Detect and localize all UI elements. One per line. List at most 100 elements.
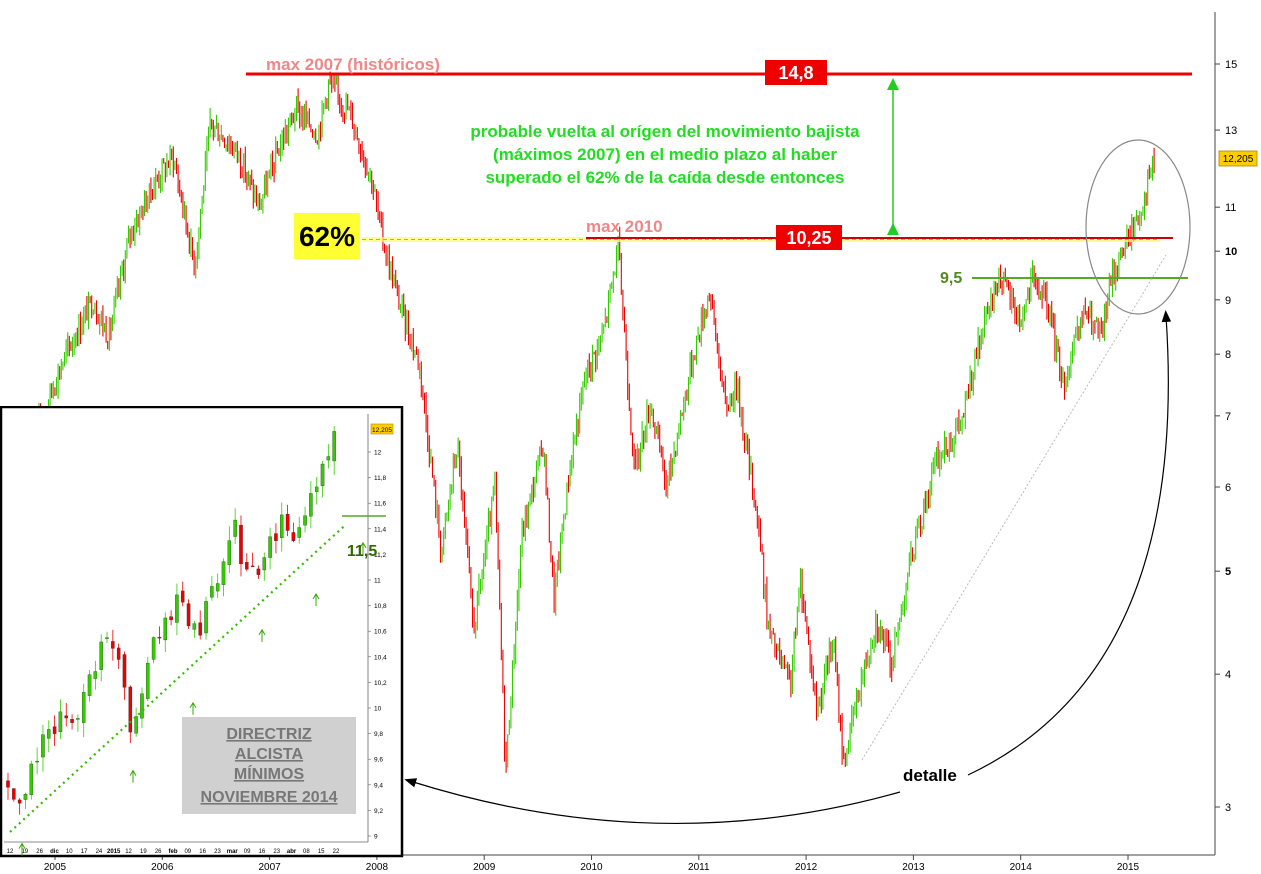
inset-y-label: 10,8: [374, 603, 387, 610]
detail-arrow-left: [404, 778, 901, 825]
max2007-value: 14,8: [778, 63, 813, 83]
inset-candle-body: [151, 637, 156, 660]
breakout-ellipse: [1085, 139, 1191, 315]
x-tick-label: 2006: [151, 862, 174, 873]
inset-y-label: 10,4: [374, 654, 387, 661]
inset-candle-body: [250, 565, 255, 568]
max2010-value: 10,25: [786, 228, 831, 248]
inset-candle-body: [268, 536, 272, 558]
inset-x-label: 15: [318, 849, 325, 855]
inset-x-label: 23: [214, 849, 221, 855]
inset-candle-body: [35, 760, 39, 763]
inset-candle-body: [186, 603, 191, 627]
x-tick-label: 2009: [473, 862, 496, 873]
inset-candle-body: [309, 493, 313, 517]
inset-x-label: 26: [155, 849, 162, 855]
inset-y-label: 9,2: [374, 808, 383, 815]
detail-arrow-right: [967, 310, 1172, 776]
inset-x-label: 12: [125, 849, 132, 855]
inset-up-arrowhead: [129, 769, 137, 776]
inset-candle-body: [23, 793, 28, 800]
max2007-label: max 2007 (históricos): [266, 55, 440, 74]
inset-candle-body: [146, 662, 150, 699]
inset-candle-body: [221, 561, 226, 585]
inset-x-label: feb: [169, 849, 178, 855]
inset-candle-body: [157, 636, 162, 639]
inset-y-label: 11: [374, 578, 381, 585]
inset-candle-body: [111, 641, 115, 649]
inset-candle-body: [163, 617, 168, 641]
x-tick-label: 2008: [366, 862, 389, 873]
inset-x-label: 08: [303, 849, 310, 855]
inset-y-label: 10,6: [374, 629, 387, 636]
max2010-label: max 2010: [586, 217, 663, 236]
inset-x-label: mar: [227, 849, 239, 855]
inset-up-arrowhead: [359, 541, 367, 549]
inset-candle-body: [87, 674, 92, 696]
inset-candle-body: [122, 654, 127, 688]
inset-up-arrowhead: [312, 593, 320, 600]
inset-x-label: 22: [333, 849, 340, 855]
inset-candle-body: [128, 686, 133, 733]
y-tick-label: 4: [1225, 669, 1231, 681]
inset-y-label: 11,4: [374, 526, 387, 533]
y-tick-label: 5: [1225, 566, 1231, 578]
x-tick-label: 2007: [258, 862, 281, 873]
x-tick-label: 2012: [795, 862, 818, 873]
note-line-2: (máximos 2007) en el medio plazo al habe…: [493, 145, 837, 164]
inset-up-arrowhead: [258, 628, 266, 636]
inset-candle-body: [297, 527, 301, 538]
inset-x-label: 16: [259, 849, 266, 855]
inset-candle-body: [262, 557, 267, 571]
inset-y-label: 10,2: [374, 680, 387, 687]
inset-candle-body: [64, 715, 68, 719]
inset-candle-body: [76, 718, 80, 720]
inset-candle-body: [81, 692, 86, 723]
x-tick-label: 2015: [1117, 862, 1140, 873]
inset-title-line-3: MÍNIMOS: [234, 764, 305, 783]
main-trendline: [861, 254, 1167, 761]
inset-candle-body: [198, 622, 202, 636]
inset-trendline: [9, 523, 347, 833]
y-tick-label: 8: [1225, 349, 1231, 361]
y-tick-label: 15: [1225, 59, 1237, 71]
inset-candle-body: [314, 486, 319, 492]
inset-x-label: 09: [244, 849, 251, 855]
x-tick-label: 2005: [44, 862, 67, 873]
inset-x-label: 23: [273, 849, 280, 855]
inset-candle-body: [12, 788, 16, 800]
inset-x-label: 12: [7, 849, 14, 855]
inset-title-line-1: DIRECTRIZ: [226, 726, 312, 743]
inset-candle-body: [6, 780, 10, 788]
support-label: 9,5: [940, 270, 962, 287]
inset-candle-body: [29, 763, 34, 795]
inset-x-label: 19: [140, 849, 147, 855]
inset-candle-body: [47, 729, 51, 739]
inset-candle-body: [274, 533, 278, 541]
inset-candle-body: [210, 586, 214, 598]
inset-candle-body: [320, 463, 325, 486]
inset-x-label: abr: [287, 849, 297, 855]
y-tick-label: 10: [1225, 246, 1237, 258]
y-tick-label: 9: [1225, 295, 1231, 307]
note-line-3: superado el 62% de la caída desde entonc…: [485, 168, 844, 187]
x-tick-label: 2010: [580, 862, 603, 873]
inset-y-label: 9,8: [374, 731, 383, 738]
x-tick-label: 2013: [902, 862, 925, 873]
inset-price-box: [370, 423, 394, 435]
inset-price: 12,205: [372, 427, 392, 434]
inset-candle-body: [99, 641, 103, 670]
inset-candle-body: [291, 532, 296, 541]
x-tick-label: 2011: [688, 862, 710, 873]
last-price-box: [1218, 150, 1258, 167]
inset-candle-body: [140, 693, 144, 719]
inset-candle-body: [239, 524, 243, 565]
inset-candle-body: [134, 716, 138, 734]
inset-chart: 12 19 26 dic 10 17 24 2015 12 19 26 feb 09 16 23 mar 09 1…: [0, 406, 404, 858]
inset-candle-body: [52, 726, 57, 734]
fib-label-box: [294, 213, 360, 259]
inset-candle-body: [233, 519, 237, 537]
y-tick-label: 7: [1225, 411, 1231, 423]
